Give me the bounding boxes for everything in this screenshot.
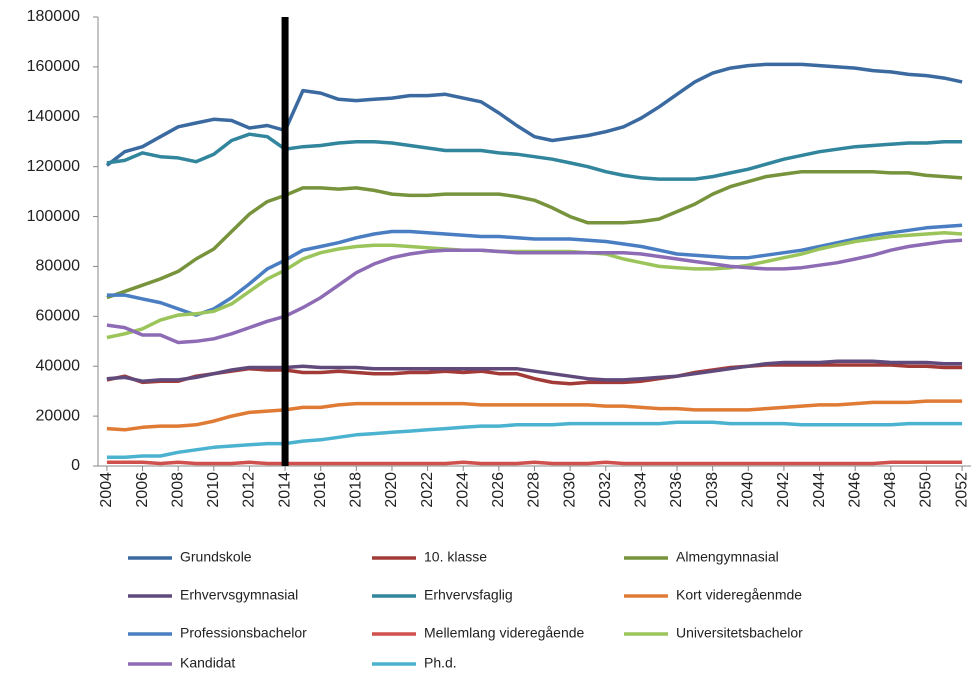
legend-label: Universitetsbachelor (676, 625, 803, 641)
legend-label: Professionsbachelor (180, 625, 307, 641)
x-tick-label: 2036 (668, 472, 685, 508)
y-tick-label: 120000 (27, 158, 80, 175)
x-tick-label: 2030 (561, 472, 578, 508)
x-tick-label: 2034 (633, 472, 650, 508)
legend-label: Ph.d. (424, 655, 457, 671)
x-tick-label: 2010 (205, 472, 222, 508)
legend-label: Grundskole (180, 549, 252, 565)
y-tick-label: 0 (71, 457, 80, 474)
series-line (106, 359, 963, 383)
series-line (106, 238, 963, 345)
x-tick-label: 2018 (348, 472, 365, 508)
x-tick-label: 2040 (740, 472, 757, 508)
x-tick-label: 2004 (98, 472, 115, 508)
legend-label: Mellemlang videregående (424, 625, 585, 641)
y-tick-label: 40000 (36, 357, 81, 374)
legend-label: Kandidat (180, 655, 235, 671)
x-tick-label: 2012 (241, 472, 258, 508)
x-tick-label: 2014 (276, 472, 293, 508)
y-tick-label: 60000 (36, 308, 81, 325)
legend-label: Kort videregåenmde (676, 587, 802, 603)
x-tick-label: 2046 (846, 472, 863, 508)
series-line (105, 62, 963, 167)
x-tick-label: 2048 (882, 472, 899, 508)
series-line (106, 460, 963, 466)
y-tick-label: 20000 (36, 407, 81, 424)
legend-label: Erhvervsfaglig (424, 587, 513, 603)
series-line (106, 420, 963, 460)
y-tick-label: 180000 (27, 8, 80, 25)
y-tick-label: 80000 (36, 258, 81, 275)
series-line (106, 223, 963, 317)
series-line (106, 231, 963, 340)
y-tick-label: 100000 (27, 208, 80, 225)
x-tick-label: 2032 (597, 472, 614, 508)
y-tick-label: 140000 (27, 108, 80, 125)
x-tick-label: 2050 (918, 472, 935, 508)
x-tick-label: 2026 (490, 472, 507, 508)
series-line (106, 132, 963, 181)
x-tick-label: 2016 (312, 472, 329, 508)
x-tick-label: 2024 (454, 472, 471, 508)
x-tick-label: 2044 (811, 472, 828, 508)
x-tick-label: 2052 (953, 472, 970, 508)
x-tick-label: 2020 (383, 472, 400, 508)
x-tick-label: 2008 (169, 472, 186, 508)
x-tick-label: 2006 (134, 472, 151, 508)
x-tick-label: 2022 (419, 472, 436, 508)
x-tick-label: 2028 (526, 472, 543, 508)
legend-label: Almengymnasial (676, 549, 779, 565)
legend-label: 10. klasse (424, 549, 487, 565)
x-tick-label: 2042 (775, 472, 792, 508)
y-tick-label: 160000 (27, 58, 80, 75)
legend-label: Erhvervsgymnasial (180, 587, 298, 603)
x-tick-label: 2038 (704, 472, 721, 508)
series-line (106, 169, 963, 300)
series-line (106, 399, 963, 432)
